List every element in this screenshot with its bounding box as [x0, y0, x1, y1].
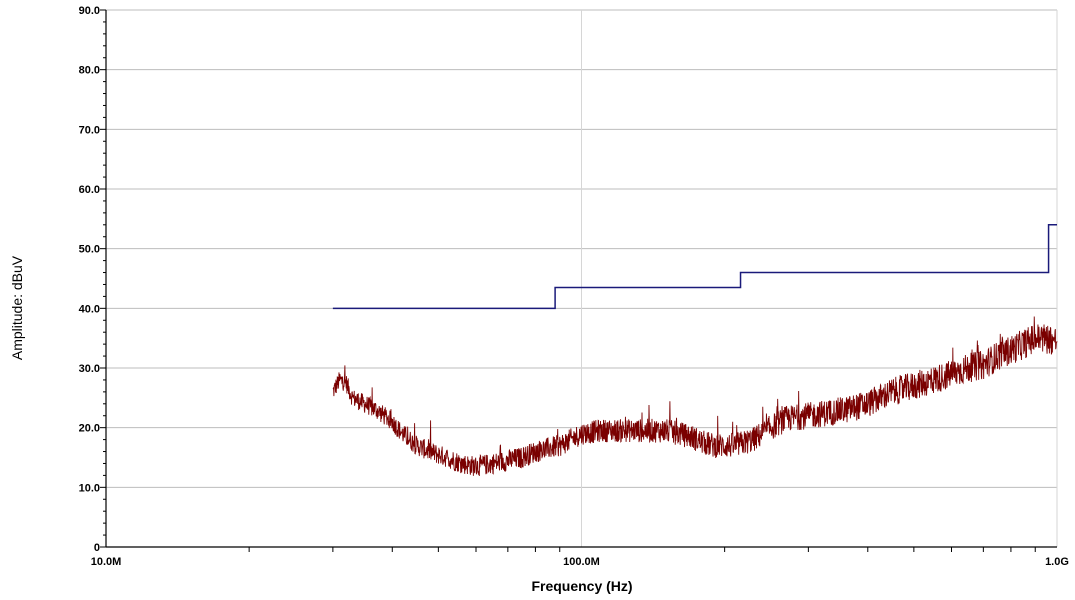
- x-axis-title: Frequency (Hz): [531, 578, 632, 594]
- y-tick-label: 40.0: [79, 303, 100, 315]
- axes: [105, 10, 1057, 548]
- x-tick-label: 1.0G: [1045, 556, 1069, 568]
- y-tick-label: 80.0: [79, 65, 100, 77]
- y-tick-label: 10.0: [79, 482, 100, 494]
- y-tick-labels: 0 10.0 20.0 30.0 40.0 50.0 60.0 70.0 80.0 90.0: [79, 5, 100, 554]
- y-tick-label: 20.0: [79, 423, 100, 435]
- y-tick-label: 30.0: [79, 363, 100, 375]
- x-tick-labels: 10.0M 100.0M 1.0G: [91, 556, 1069, 568]
- y-tick-label: 70.0: [79, 124, 100, 136]
- series-limit-line: [332, 224, 1057, 310]
- y-axis-title: Amplitude: dBuV: [9, 255, 25, 360]
- grid-lines: [106, 9, 1058, 547]
- y-tick-label: 50.0: [79, 244, 100, 256]
- x-tick-label: 100.0M: [563, 556, 600, 568]
- y-tick-label: 60.0: [79, 184, 100, 196]
- y-tick-label: 90.0: [79, 5, 100, 17]
- series-measured-trace: [332, 316, 1058, 477]
- y-tick-label: 0: [94, 542, 100, 554]
- minor-ticks: [100, 9, 1036, 552]
- x-tick-label: 10.0M: [91, 556, 122, 568]
- series-layer: [332, 224, 1058, 477]
